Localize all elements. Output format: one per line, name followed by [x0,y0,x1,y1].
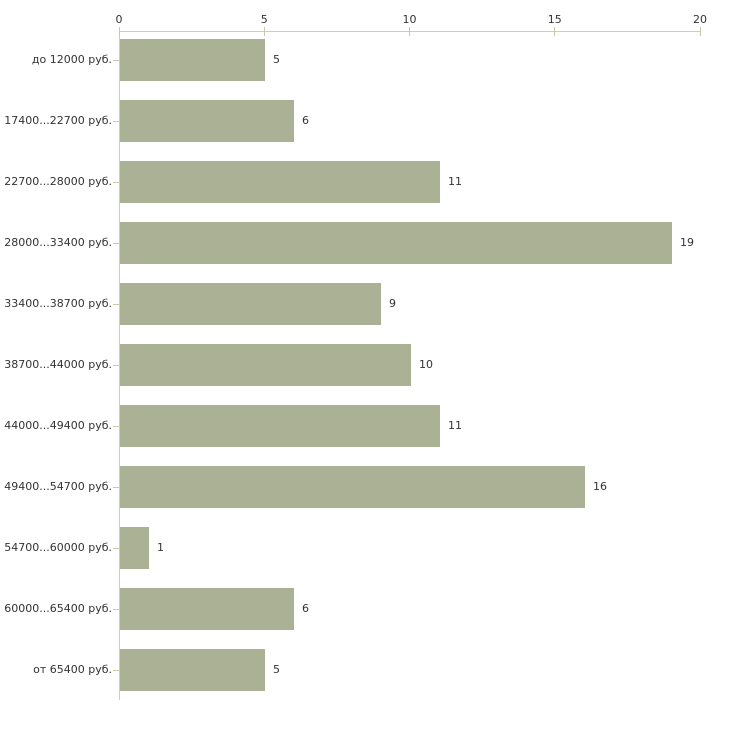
category-label: 49400...54700 руб. [4,480,112,493]
x-axis-tick-label: 5 [260,13,268,26]
category-label: 33400...38700 руб. [4,297,112,310]
y-axis-tick [113,243,120,244]
x-axis-line [119,31,701,32]
x-axis-tick-label: 0 [115,13,123,26]
y-axis-tick [113,487,120,488]
category-label: 17400...22700 руб. [4,114,112,127]
bar [120,405,440,447]
y-axis-tick [113,121,120,122]
value-label: 5 [273,663,280,676]
value-label: 5 [273,53,280,66]
bar [120,527,149,569]
category-label: от 65400 руб. [33,663,112,676]
category-label: 44000...49400 руб. [4,419,112,432]
value-label: 1 [157,541,164,554]
category-label: 60000...65400 руб. [4,602,112,615]
value-label: 9 [389,297,396,310]
y-axis-tick [113,304,120,305]
bar [120,39,265,81]
x-axis-tick-label: 15 [547,13,562,26]
value-label: 16 [593,480,607,493]
bar [120,588,294,630]
bar [120,161,440,203]
x-axis-tick [118,27,120,36]
value-label: 19 [680,236,694,249]
x-axis-tick [554,27,556,36]
x-axis-tick [263,27,265,36]
y-axis-tick [113,426,120,427]
y-axis-tick [113,60,120,61]
bar [120,649,265,691]
category-label: 54700...60000 руб. [4,541,112,554]
value-label: 6 [302,602,309,615]
value-label: 10 [419,358,433,371]
bar [120,283,381,325]
category-label: до 12000 руб. [31,53,112,66]
y-axis-tick [113,609,120,610]
bar [120,100,294,142]
y-axis-tick [113,365,120,366]
x-axis-tick [409,27,410,36]
category-label: 38700...44000 руб. [4,358,112,371]
category-label: 22700...28000 руб. [4,175,112,188]
x-axis-tick [699,27,701,36]
value-label: 11 [448,419,462,432]
category-label: 28000...33400 руб. [4,236,112,249]
y-axis-tick [113,670,120,671]
x-axis-tick-label: 10 [402,13,417,26]
value-label: 6 [302,114,309,127]
bar [120,466,585,508]
value-label: 11 [448,175,462,188]
y-axis-tick [113,182,120,183]
bar [120,222,672,264]
y-axis-tick [113,548,120,549]
bar [120,344,411,386]
x-axis-tick-label: 20 [693,13,707,26]
